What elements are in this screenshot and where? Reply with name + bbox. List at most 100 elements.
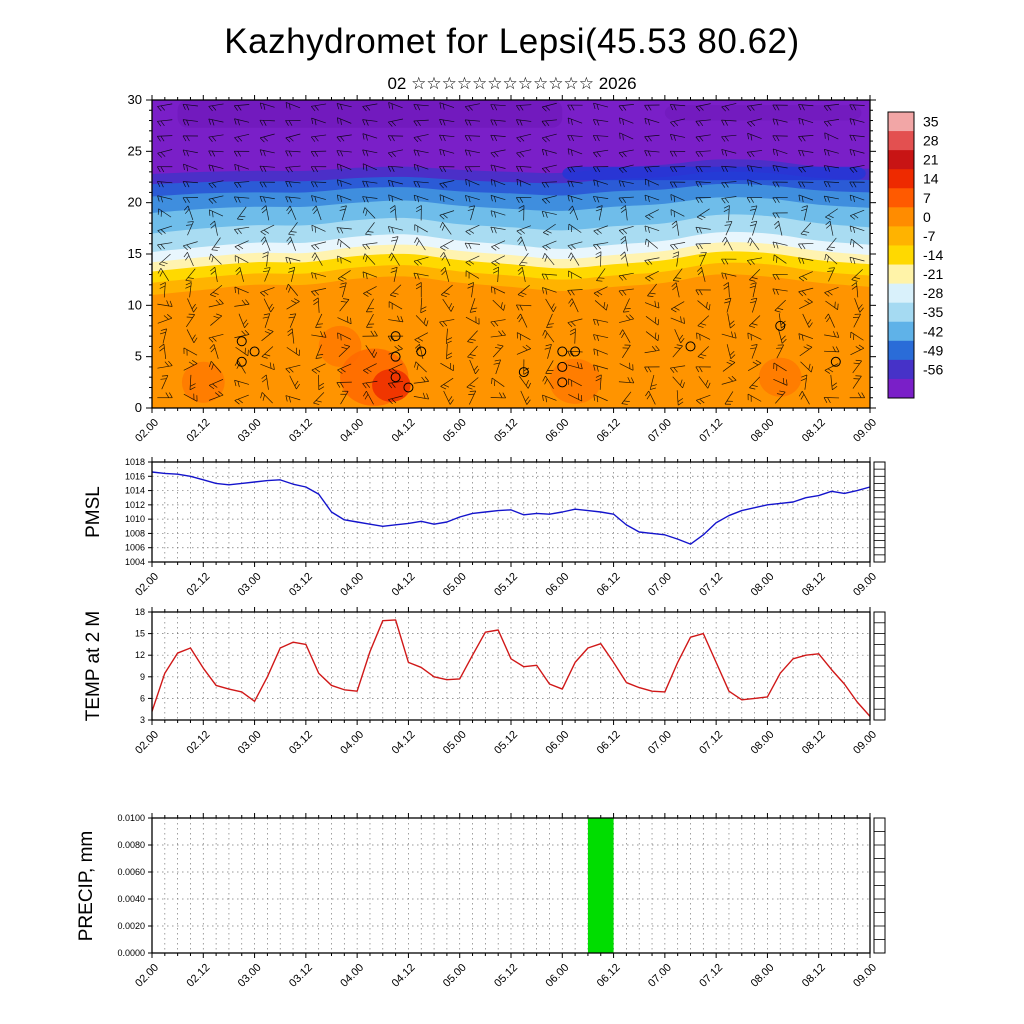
svg-text:08.12: 08.12	[800, 729, 828, 757]
svg-text:05.00: 05.00	[441, 571, 469, 599]
colorbar-tick-label: -49	[923, 342, 943, 358]
page-title: Kazhydromet for Lepsi(45.53 80.62)	[224, 22, 800, 61]
svg-text:12: 12	[135, 650, 145, 660]
svg-text:03.00: 03.00	[236, 962, 264, 990]
svg-text:02.12: 02.12	[184, 417, 212, 445]
svg-text:07.00: 07.00	[646, 729, 674, 757]
svg-text:03.12: 03.12	[287, 962, 315, 990]
svg-text:06.00: 06.00	[543, 571, 571, 599]
svg-text:09.00: 09.00	[851, 729, 879, 757]
svg-text:05.12: 05.12	[492, 571, 520, 599]
svg-text:06.12: 06.12	[595, 962, 623, 990]
colorbar-tick-label: 28	[923, 133, 939, 149]
colorbar-tick-label: 21	[923, 152, 939, 168]
svg-text:09.00: 09.00	[851, 417, 879, 445]
colorbar-tick-label: -35	[923, 304, 943, 320]
date-subtitle: 02 ☆☆☆☆☆☆☆☆☆☆☆☆ 2026	[387, 74, 637, 93]
chart-panels: 02.00 02.12 03.00 03.12 04.00 04.12 05.00 05.12…	[117, 92, 943, 990]
colorbar-tick-label: 14	[923, 171, 939, 187]
svg-text:1014: 1014	[125, 486, 145, 496]
svg-text:08.12: 08.12	[800, 417, 828, 445]
svg-text:0.0100: 0.0100	[117, 813, 145, 823]
svg-text:03.12: 03.12	[287, 729, 315, 757]
svg-text:1016: 1016	[125, 471, 145, 481]
svg-text:1008: 1008	[125, 528, 145, 538]
temp-2m-panel: 02.00 02.12 03.00 03.12 04.00 04.12 05.00 05.12…	[133, 607, 886, 757]
precip-panel: 02.00 02.12 03.00 03.12 04.00 04.12 05.00 05.12…	[117, 813, 886, 990]
svg-text:05.12: 05.12	[492, 729, 520, 757]
pmsl-axis-label: PMSL	[83, 486, 104, 538]
svg-text:20: 20	[128, 195, 142, 210]
svg-text:04.12: 04.12	[390, 571, 418, 599]
svg-text:05.12: 05.12	[492, 417, 520, 445]
colorbar-tick-label: -14	[923, 247, 943, 263]
temp-axis-label: TEMP at 2 M	[83, 611, 104, 722]
svg-text:05.00: 05.00	[441, 962, 469, 990]
svg-text:04.12: 04.12	[390, 729, 418, 757]
colorbar-tick-label: 7	[923, 190, 931, 206]
colorbar-tick-label: 0	[923, 209, 931, 225]
colorbar-tick-label: 35	[923, 114, 939, 130]
svg-text:08.00: 08.00	[749, 962, 777, 990]
svg-text:0.0040: 0.0040	[117, 894, 145, 904]
colorbar-tick-label: -7	[923, 228, 936, 244]
svg-text:0.0020: 0.0020	[117, 921, 145, 931]
svg-text:09.00: 09.00	[851, 962, 879, 990]
svg-text:02.00: 02.00	[133, 962, 161, 990]
svg-text:06.00: 06.00	[543, 417, 571, 445]
svg-text:08.12: 08.12	[800, 571, 828, 599]
svg-text:5: 5	[135, 349, 142, 364]
svg-text:04.00: 04.00	[338, 729, 366, 757]
svg-text:6: 6	[140, 693, 145, 703]
svg-text:1012: 1012	[125, 500, 145, 510]
svg-text:05.00: 05.00	[441, 417, 469, 445]
colorbar-tick-label: -28	[923, 285, 943, 301]
svg-text:1018: 1018	[125, 457, 145, 467]
svg-text:15: 15	[135, 629, 145, 639]
svg-text:07.00: 07.00	[646, 962, 674, 990]
svg-text:1010: 1010	[125, 514, 145, 524]
svg-text:25: 25	[128, 143, 142, 158]
cross-section-panel: 02.00 02.12 03.00 03.12 04.00 04.12 05.00 05.12…	[128, 92, 880, 445]
svg-text:07.12: 07.12	[697, 417, 725, 445]
colorbar-tick-label: -56	[923, 361, 943, 377]
svg-text:03.00: 03.00	[236, 417, 264, 445]
svg-text:02.00: 02.00	[133, 571, 161, 599]
svg-text:03.00: 03.00	[236, 729, 264, 757]
svg-text:09.00: 09.00	[851, 571, 879, 599]
svg-text:08.12: 08.12	[800, 962, 828, 990]
svg-text:02.12: 02.12	[184, 962, 212, 990]
svg-text:03.00: 03.00	[236, 571, 264, 599]
svg-text:07.00: 07.00	[646, 417, 674, 445]
svg-text:04.00: 04.00	[338, 571, 366, 599]
svg-text:02.12: 02.12	[184, 571, 212, 599]
svg-text:0.0060: 0.0060	[117, 867, 145, 877]
svg-text:02.00: 02.00	[133, 417, 161, 445]
svg-text:04.12: 04.12	[390, 962, 418, 990]
precip-axis-label: PRECIP, mm	[76, 831, 97, 942]
svg-text:30: 30	[128, 92, 142, 107]
svg-text:03.12: 03.12	[287, 571, 315, 599]
svg-text:07.12: 07.12	[697, 962, 725, 990]
svg-text:18: 18	[135, 607, 145, 617]
svg-text:06.00: 06.00	[543, 962, 571, 990]
svg-text:07.12: 07.12	[697, 571, 725, 599]
svg-text:0.0080: 0.0080	[117, 840, 145, 850]
svg-text:08.00: 08.00	[749, 417, 777, 445]
svg-text:3: 3	[140, 715, 145, 725]
svg-text:15: 15	[128, 246, 142, 261]
svg-text:08.00: 08.00	[749, 571, 777, 599]
svg-text:06.12: 06.12	[595, 729, 623, 757]
colorbar: 35 28 21 14 7 0 -7 -14 -21 -28 -35 -42 -49 -56	[887, 111, 943, 399]
svg-text:0: 0	[135, 400, 142, 415]
wind-barbs	[157, 102, 865, 406]
svg-text:9: 9	[140, 672, 145, 682]
svg-text:06.12: 06.12	[595, 417, 623, 445]
svg-text:02.00: 02.00	[133, 729, 161, 757]
svg-text:02.12: 02.12	[184, 729, 212, 757]
svg-text:07.12: 07.12	[697, 729, 725, 757]
svg-text:10: 10	[128, 297, 142, 312]
svg-text:07.00: 07.00	[646, 571, 674, 599]
svg-text:1004: 1004	[125, 557, 145, 567]
